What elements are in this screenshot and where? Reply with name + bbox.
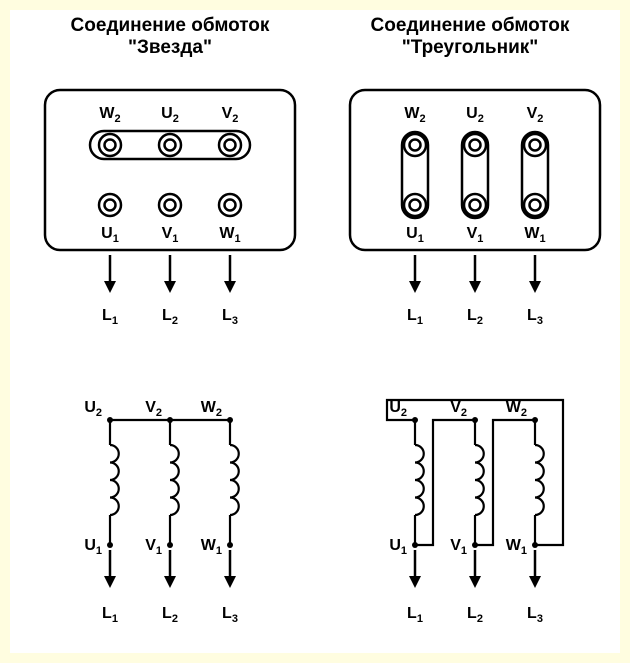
svg-text:W1: W1 <box>219 225 240 245</box>
svg-text:U1: U1 <box>101 225 119 245</box>
title-right-line2: "Треугольник" <box>320 37 620 59</box>
title-left-line1: Соединение обмоток <box>20 15 320 37</box>
svg-text:L2: L2 <box>467 605 483 625</box>
svg-text:W1: W1 <box>201 537 222 557</box>
title-left-line2: "Звезда" <box>20 37 320 59</box>
svg-text:L1: L1 <box>407 605 423 625</box>
diagram-frame: Соединение обмоток "Звезда" Соединение о… <box>0 0 630 663</box>
svg-text:V1: V1 <box>450 537 467 557</box>
svg-text:V2: V2 <box>145 399 162 419</box>
svg-text:W1: W1 <box>524 225 545 245</box>
svg-text:L2: L2 <box>162 307 178 327</box>
svg-text:L2: L2 <box>162 605 178 625</box>
svg-text:L1: L1 <box>102 605 118 625</box>
svg-text:L3: L3 <box>222 605 238 625</box>
svg-text:V1: V1 <box>162 225 179 245</box>
title-left: Соединение обмоток "Звезда" <box>20 15 320 59</box>
svg-text:U1: U1 <box>389 537 407 557</box>
svg-text:U2: U2 <box>161 105 179 125</box>
diagram-svg: W2 U2 V2 U1 V1 W1 L1 L2 L3 W2 U2 V2 U1 V1 W1 L1 L2 L3 U2 U1… <box>10 10 620 653</box>
svg-text:L2: L2 <box>467 307 483 327</box>
svg-text:V2: V2 <box>527 105 544 125</box>
svg-text:V1: V1 <box>467 225 484 245</box>
svg-text:U1: U1 <box>84 537 102 557</box>
svg-text:W1: W1 <box>506 537 527 557</box>
title-right: Соединение обмоток "Треугольник" <box>320 15 620 59</box>
title-right-line1: Соединение обмоток <box>320 15 620 37</box>
svg-text:U2: U2 <box>84 399 102 419</box>
svg-text:W2: W2 <box>99 105 120 125</box>
svg-text:U2: U2 <box>466 105 484 125</box>
svg-text:W2: W2 <box>404 105 425 125</box>
svg-text:L3: L3 <box>222 307 238 327</box>
svg-text:L3: L3 <box>527 605 543 625</box>
svg-text:V2: V2 <box>450 399 467 419</box>
svg-text:L1: L1 <box>102 307 118 327</box>
svg-text:V2: V2 <box>222 105 239 125</box>
svg-text:W2: W2 <box>506 399 527 419</box>
svg-text:L3: L3 <box>527 307 543 327</box>
svg-text:V1: V1 <box>145 537 162 557</box>
svg-text:U1: U1 <box>406 225 424 245</box>
svg-text:W2: W2 <box>201 399 222 419</box>
svg-text:U2: U2 <box>389 399 407 419</box>
svg-text:L1: L1 <box>407 307 423 327</box>
